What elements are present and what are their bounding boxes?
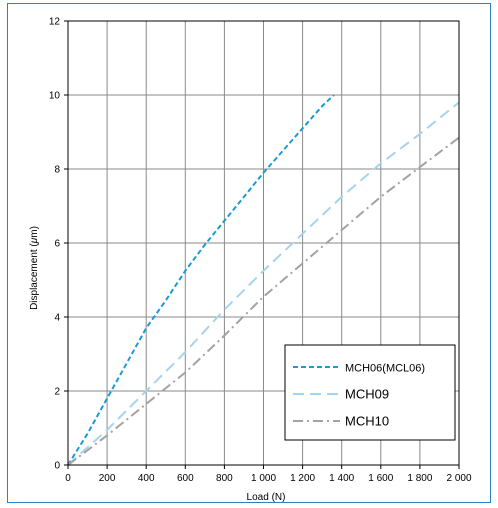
y-tick-label: 8: [54, 165, 60, 176]
x-tick-label: 2 000: [446, 473, 471, 484]
series-lines: [67, 94, 460, 466]
x-tick-label: 1 800: [407, 473, 432, 484]
x-tick-label: 1 200: [290, 473, 315, 484]
legend-label: MCH09: [345, 387, 389, 402]
axes: [64, 20, 460, 469]
y-tick-label: 2: [54, 387, 60, 398]
x-tick-label: 400: [138, 473, 155, 484]
x-tick-label: 0: [65, 473, 71, 484]
legend-label: MCH06(MCL06): [345, 363, 425, 375]
y-tick-label: 6: [54, 239, 60, 250]
legend: MCH06(MCL06) MCH09 MCH10: [284, 344, 456, 441]
y-tick-label: 0: [54, 461, 60, 472]
x-tick-label: 200: [99, 473, 116, 484]
y-axis-label: Displacement (μm): [29, 226, 40, 310]
legend-box: [284, 344, 456, 441]
x-tick-label: 600: [177, 473, 194, 484]
y-tick-labels: 0 2 4 6 8 10 12: [49, 17, 61, 472]
y-tick-label: 4: [54, 313, 60, 324]
x-tick-label: 800: [216, 473, 233, 484]
legend-label: MCH10: [345, 414, 389, 429]
series-line-1: [67, 94, 335, 466]
y-axis-label-suffix: m): [29, 226, 40, 238]
y-axis-label-unit-symbol: μ: [29, 237, 40, 244]
series-line-2: [67, 101, 460, 466]
y-tick-label: 10: [49, 91, 61, 102]
x-axis-label: Load (N): [247, 492, 286, 503]
x-tick-labels: 0 200 400 600 800 1 000 1 200 1 400 1 600 1 800 2 …: [65, 473, 472, 484]
x-tick-label: 1 000: [251, 473, 276, 484]
y-axis-label-prefix: Displacement (: [29, 243, 40, 310]
x-tick-label: 1 400: [329, 473, 354, 484]
y-tick-label: 12: [49, 17, 61, 28]
x-tick-label: 1 600: [368, 473, 393, 484]
series-line-3: [67, 136, 460, 466]
